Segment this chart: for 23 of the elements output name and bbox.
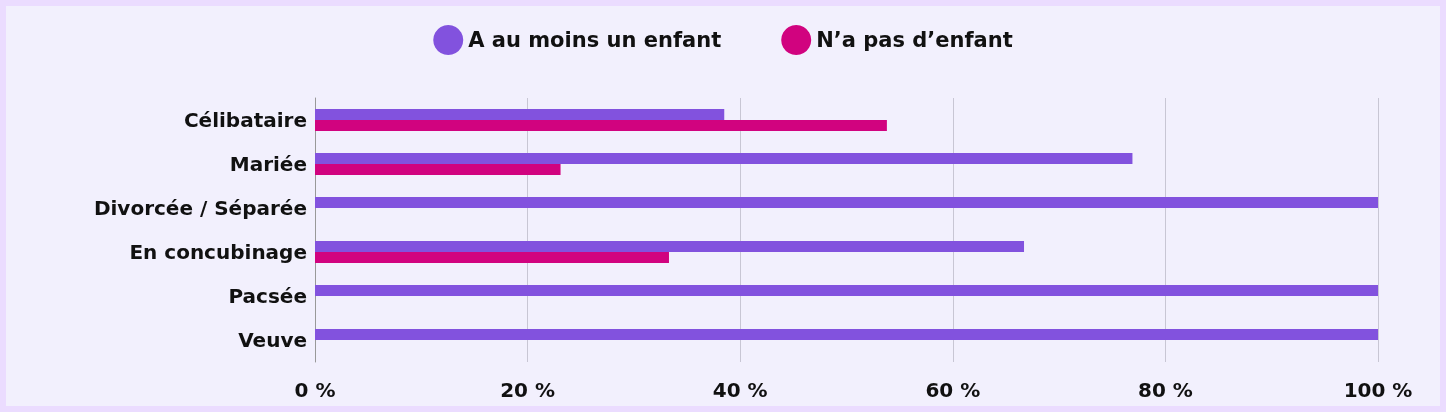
bar [315, 153, 1133, 164]
y-tick-label: En concubinage [129, 240, 307, 264]
bar [315, 241, 1025, 252]
y-tick-label: Pacsée [228, 284, 307, 308]
x-tick-label: 40 % [712, 378, 768, 402]
y-tick-label: Veuve [238, 328, 307, 352]
legend-label: N’a pas d’enfant [816, 28, 1013, 52]
x-tick-label: 20 % [500, 378, 556, 402]
bar [315, 164, 561, 175]
x-tick-label: 100 % [1343, 378, 1413, 402]
y-tick-label: Célibataire [183, 108, 307, 132]
legend-label: A au moins un enfant [468, 28, 722, 52]
bar [315, 285, 1378, 296]
y-tick-label: Divorcée / Séparée [93, 196, 307, 220]
bar [315, 329, 1378, 340]
bar [315, 109, 725, 120]
x-tick-label: 80 % [1137, 378, 1193, 402]
bar [315, 252, 669, 263]
bar [315, 120, 887, 131]
bar [315, 197, 1378, 208]
y-tick-label: Mariée [229, 152, 307, 176]
x-tick-label: 0 % [294, 378, 336, 402]
x-tick-label: 60 % [925, 378, 981, 402]
